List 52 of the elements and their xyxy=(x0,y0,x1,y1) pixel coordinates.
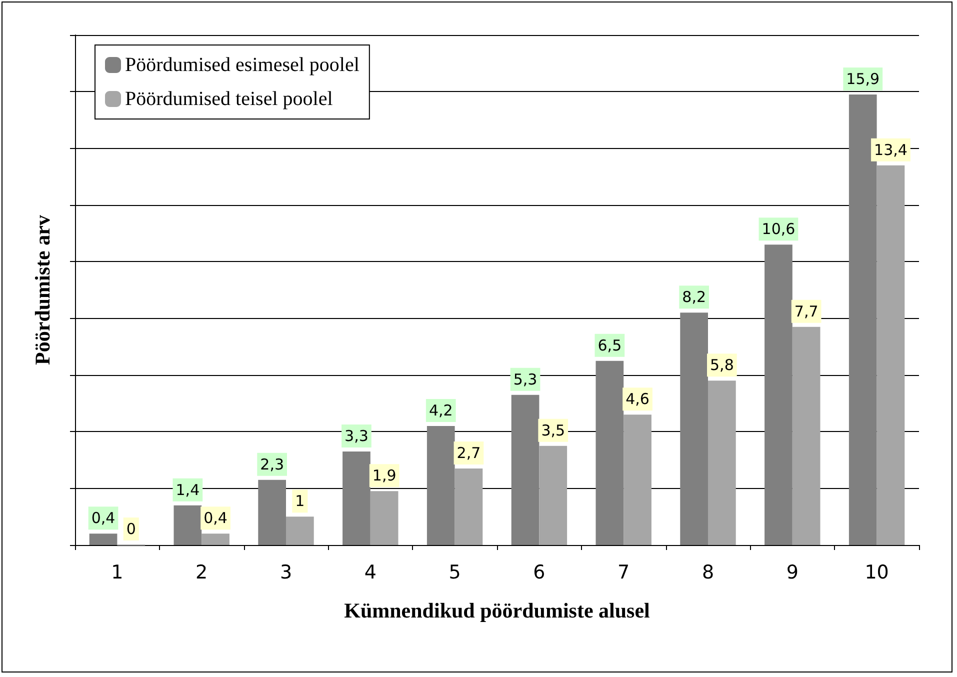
data-label: 4,2 xyxy=(428,402,453,420)
data-label: 0,4 xyxy=(204,509,228,528)
bar xyxy=(848,94,877,545)
data-label: 2,3 xyxy=(260,455,284,474)
data-label: 13,4 xyxy=(874,140,908,159)
bar xyxy=(258,480,286,545)
bar xyxy=(511,394,540,545)
data-label: 3,5 xyxy=(541,421,566,440)
bar xyxy=(539,446,568,545)
bar xyxy=(708,380,736,545)
data-label: 1,9 xyxy=(372,466,396,485)
bar xyxy=(426,426,455,545)
x-tick-label: 3 xyxy=(280,562,292,584)
bar xyxy=(624,414,652,545)
y-axis-title: Pöördumiste arv xyxy=(30,214,54,365)
data-label: 10,6 xyxy=(762,220,796,238)
data-label: 7,7 xyxy=(794,302,818,320)
data-label: 0,4 xyxy=(91,509,116,528)
bar xyxy=(680,312,708,545)
data-label: 1,4 xyxy=(176,480,200,499)
bar xyxy=(792,326,820,545)
x-tick-label: 7 xyxy=(618,562,630,584)
bar xyxy=(286,516,314,545)
data-label: 5,3 xyxy=(513,370,538,388)
x-tick-label: 10 xyxy=(864,562,889,584)
data-label: 5,8 xyxy=(710,356,734,374)
x-tick-label: 4 xyxy=(364,562,376,584)
x-tick-label: 9 xyxy=(786,562,798,584)
bar xyxy=(89,534,118,545)
bar xyxy=(876,165,905,545)
bar xyxy=(342,452,370,545)
x-tick-label: 1 xyxy=(111,562,124,584)
data-label: 15,9 xyxy=(846,70,880,88)
data-label: 8,2 xyxy=(682,288,706,306)
x-tick-label: 5 xyxy=(448,562,461,584)
x-axis-title: Kümnendikud pöördumiste alusel xyxy=(344,598,650,622)
data-label: 0 xyxy=(126,520,136,538)
bar xyxy=(202,534,230,545)
x-tick-label: 2 xyxy=(196,562,208,584)
data-label: 2,7 xyxy=(456,444,481,462)
bar xyxy=(596,360,624,545)
data-label: 1 xyxy=(295,492,305,510)
x-tick-label: 8 xyxy=(702,562,714,584)
legend-label: Pöördumised teisel poolel xyxy=(125,88,334,110)
bar xyxy=(454,468,483,545)
x-tick-label: 6 xyxy=(533,562,546,584)
bar xyxy=(370,491,398,545)
data-label: 4,6 xyxy=(626,390,650,408)
data-label: 6,5 xyxy=(598,336,622,354)
legend-label: Pöördumised esimesel poolel xyxy=(125,54,360,76)
bar xyxy=(764,244,792,545)
data-label: 3,3 xyxy=(344,427,368,445)
